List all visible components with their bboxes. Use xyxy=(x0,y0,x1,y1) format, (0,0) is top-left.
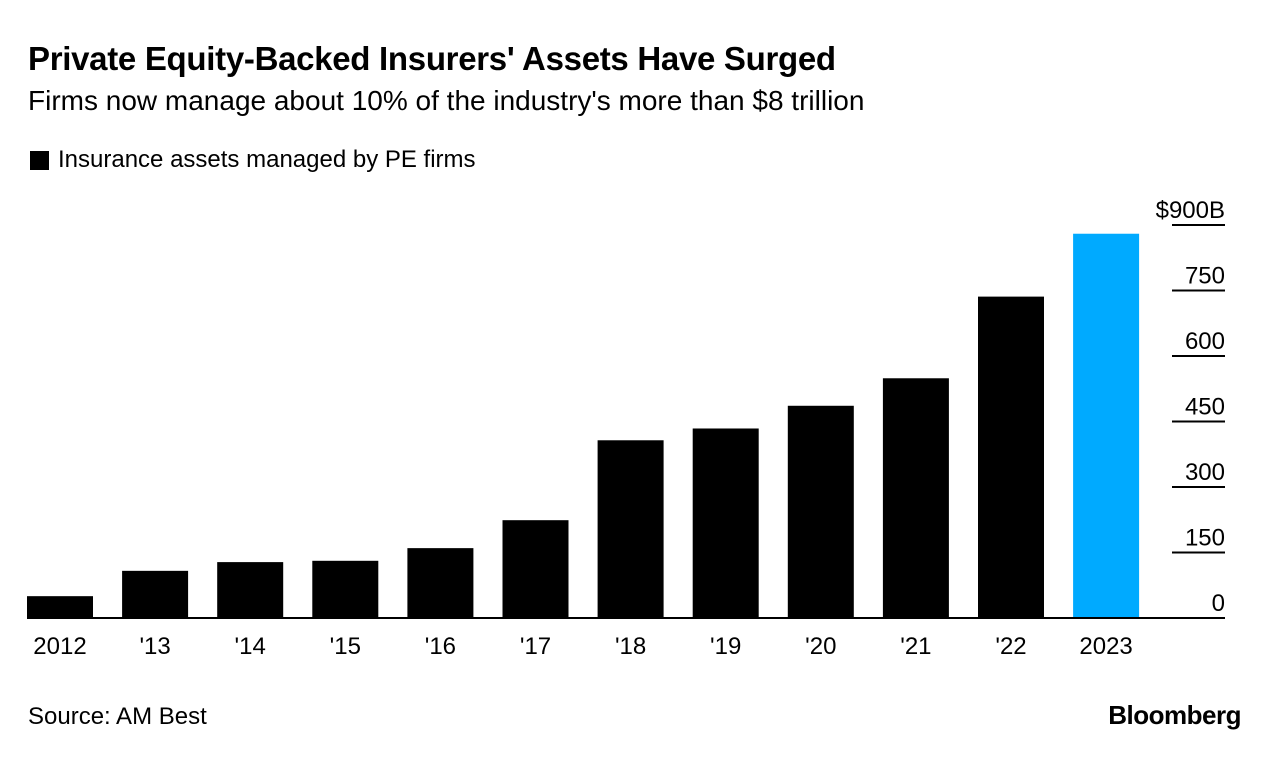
bar-14 xyxy=(217,562,284,618)
chart-title: Private Equity-Backed Insurers' Assets H… xyxy=(28,40,836,77)
x-tick-label: '20 xyxy=(805,633,836,660)
bar-16 xyxy=(407,548,474,618)
bar-18 xyxy=(597,440,664,618)
legend-label: Insurance assets managed by PE firms xyxy=(58,146,476,173)
y-tick-label: $900B xyxy=(1156,197,1225,224)
bar-17 xyxy=(502,520,569,618)
y-tick-label: 300 xyxy=(1185,459,1225,486)
bar-13 xyxy=(122,570,189,618)
y-tick-label: 450 xyxy=(1185,394,1225,421)
x-tick-label: '15 xyxy=(330,633,361,660)
x-tick-label: '13 xyxy=(139,633,170,660)
x-tick-label: '17 xyxy=(520,633,551,660)
y-tick-label: 0 xyxy=(1212,590,1225,617)
x-tick-label: '19 xyxy=(710,633,741,660)
x-tick-label: 2012 xyxy=(33,633,86,660)
x-tick-label: '22 xyxy=(995,633,1026,660)
bar-22 xyxy=(978,296,1044,618)
x-tick-label: '18 xyxy=(615,633,646,660)
legend: Insurance assets managed by PE firms xyxy=(30,146,476,174)
bloomberg-logo: Bloomberg xyxy=(1108,700,1241,730)
bar-2012 xyxy=(27,596,93,618)
x-tick-label: '14 xyxy=(235,633,266,660)
bar-chart: 2012 '13 '14 '15 '16 '17 '18 '19 '20 '21 '22 2023 $9… xyxy=(27,197,1225,660)
y-tick-label: 150 xyxy=(1185,525,1225,552)
y-tick-label: 750 xyxy=(1185,263,1225,290)
bar-15 xyxy=(312,560,379,618)
y-tick-label: 600 xyxy=(1185,328,1225,355)
chart-subtitle: Firms now manage about 10% of the indust… xyxy=(28,85,865,116)
x-tick-label: 2023 xyxy=(1079,633,1132,660)
x-tick-label: '21 xyxy=(900,633,931,660)
source-note: Source: AM Best xyxy=(28,703,207,730)
bar-2023 xyxy=(1073,233,1140,618)
bar-21 xyxy=(882,378,949,618)
bar-20 xyxy=(787,405,854,618)
legend-swatch xyxy=(30,150,49,170)
bar-19 xyxy=(692,428,759,618)
x-tick-label: '16 xyxy=(425,633,456,660)
